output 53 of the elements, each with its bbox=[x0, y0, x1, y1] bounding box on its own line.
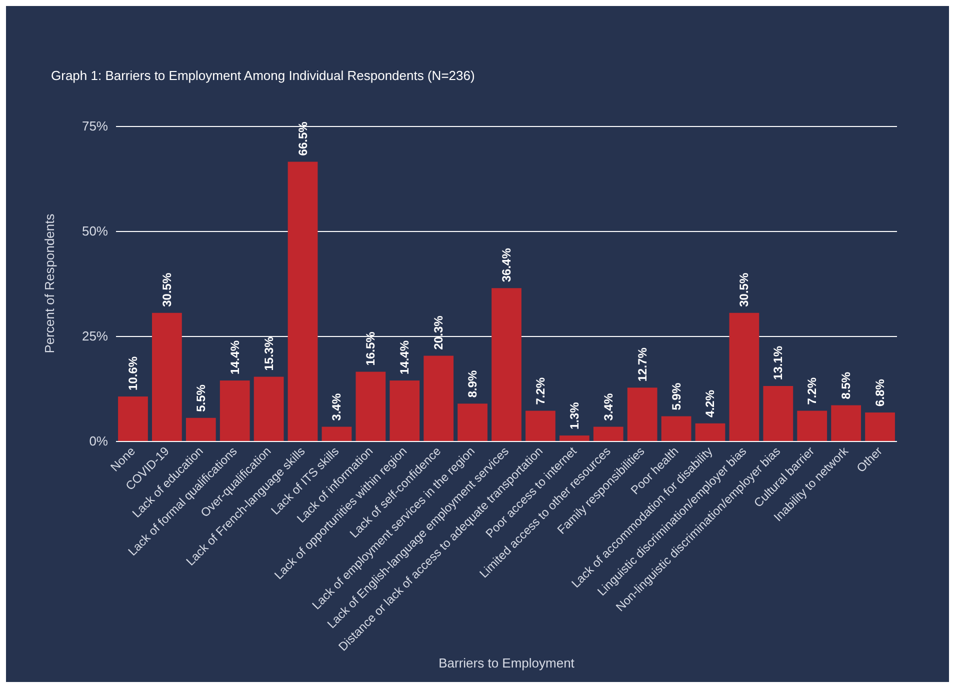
data-label: 4.2% bbox=[703, 390, 718, 418]
data-label: 3.4% bbox=[330, 393, 344, 421]
bar bbox=[593, 426, 624, 441]
bar bbox=[220, 380, 250, 441]
data-label: 8.9% bbox=[466, 370, 480, 398]
bar bbox=[763, 386, 794, 441]
data-label: 20.3% bbox=[432, 315, 446, 350]
data-label: 13.1% bbox=[771, 346, 786, 380]
bar bbox=[356, 372, 386, 441]
data-label: 15.3% bbox=[262, 336, 276, 371]
bar bbox=[186, 418, 216, 441]
chart-title: Graph 1: Barriers to Employment Among Individual Respondents (N=236) bbox=[51, 68, 475, 83]
data-label: 7.2% bbox=[533, 377, 548, 405]
y-tick-label: 0% bbox=[89, 434, 108, 448]
bar bbox=[797, 410, 828, 441]
bar bbox=[526, 410, 556, 441]
bar bbox=[695, 423, 726, 441]
data-label: 30.5% bbox=[160, 272, 174, 307]
data-label: 14.4% bbox=[398, 340, 412, 375]
data-label: 10.6% bbox=[126, 356, 140, 390]
bar bbox=[424, 356, 454, 441]
x-axis-title: Barriers to Employment bbox=[438, 655, 575, 670]
data-label: 7.2% bbox=[805, 377, 820, 405]
data-label: 5.5% bbox=[194, 384, 208, 412]
data-label: 5.9% bbox=[669, 382, 684, 410]
bar bbox=[627, 388, 658, 441]
bar bbox=[118, 396, 148, 441]
y-axis-title: Percent of Respondents bbox=[42, 213, 57, 354]
bar bbox=[729, 312, 760, 441]
data-label: 8.5% bbox=[839, 372, 854, 400]
bar bbox=[288, 162, 318, 441]
data-label: 66.5% bbox=[296, 121, 310, 156]
y-tick-label: 25% bbox=[82, 328, 108, 344]
data-label: 3.4% bbox=[601, 393, 616, 421]
data-label: 12.7% bbox=[635, 347, 650, 382]
data-label: 14.4% bbox=[228, 340, 242, 375]
y-tick-label: 50% bbox=[82, 224, 108, 238]
bar bbox=[390, 380, 420, 441]
data-label: 1.3% bbox=[567, 402, 582, 430]
bar bbox=[322, 426, 352, 441]
data-label: 16.5% bbox=[364, 331, 378, 366]
bar bbox=[458, 404, 488, 441]
bar bbox=[152, 312, 182, 441]
data-label: 30.5% bbox=[737, 272, 752, 307]
bar bbox=[492, 288, 522, 441]
y-tick-label: 75% bbox=[82, 118, 108, 134]
data-label: 36.4% bbox=[500, 248, 514, 282]
bar bbox=[831, 405, 862, 441]
bar bbox=[559, 436, 590, 441]
bar bbox=[661, 416, 692, 441]
data-label: 6.8% bbox=[873, 378, 888, 406]
bar bbox=[254, 376, 284, 441]
bar bbox=[865, 412, 895, 441]
